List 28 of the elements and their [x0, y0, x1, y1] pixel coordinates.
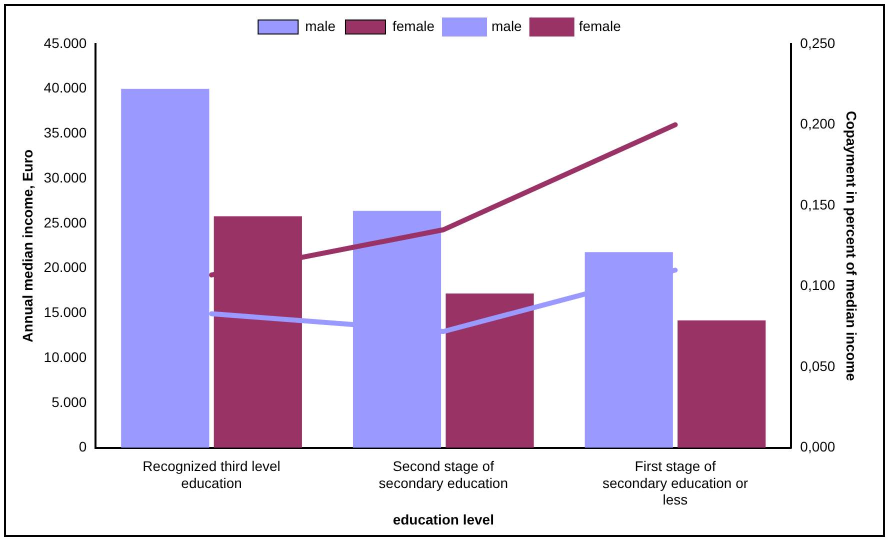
y-tick-label: 25.000 — [44, 214, 87, 230]
y2-tick-label: 0,050 — [800, 358, 836, 374]
legend-label: female — [578, 18, 622, 34]
y-axis-title: Annual median income, Euro — [19, 149, 36, 342]
bar — [446, 293, 534, 448]
y-tick-label: 10.000 — [44, 348, 87, 365]
y-tick-label: 0 — [78, 438, 87, 455]
x-tick-label: Second stage of secondary education — [378, 458, 508, 491]
legend-label: male — [492, 18, 522, 34]
x-axis-title: education level — [392, 511, 494, 528]
legend-label: male — [305, 18, 336, 34]
y-tick-label: 35.000 — [44, 124, 87, 141]
y-tick-label: 5.000 — [52, 394, 87, 410]
y-tick-label: 40.000 — [44, 80, 87, 96]
y-tick-label: 15.000 — [44, 304, 87, 320]
y2-tick-label: 0,250 — [800, 34, 836, 51]
y-tick-label: 45.000 — [44, 34, 87, 51]
y-tick-label: 30.000 — [44, 169, 87, 186]
y2-tick-label: 0,200 — [800, 116, 836, 132]
y2-axis-title: Copayment in percent of median income — [844, 110, 860, 382]
bar — [678, 320, 766, 448]
x-tick-label: First stage of secondary education or less — [602, 458, 748, 508]
legend-label: female — [392, 18, 435, 34]
y-tick-label: 20.000 — [44, 259, 87, 276]
y2-tick-label: 0,150 — [800, 196, 836, 212]
y2-tick-label: 0,000 — [800, 438, 836, 455]
x-tick-label: Recognized third level education — [142, 458, 280, 491]
y2-tick-label: 0,100 — [800, 277, 836, 294]
